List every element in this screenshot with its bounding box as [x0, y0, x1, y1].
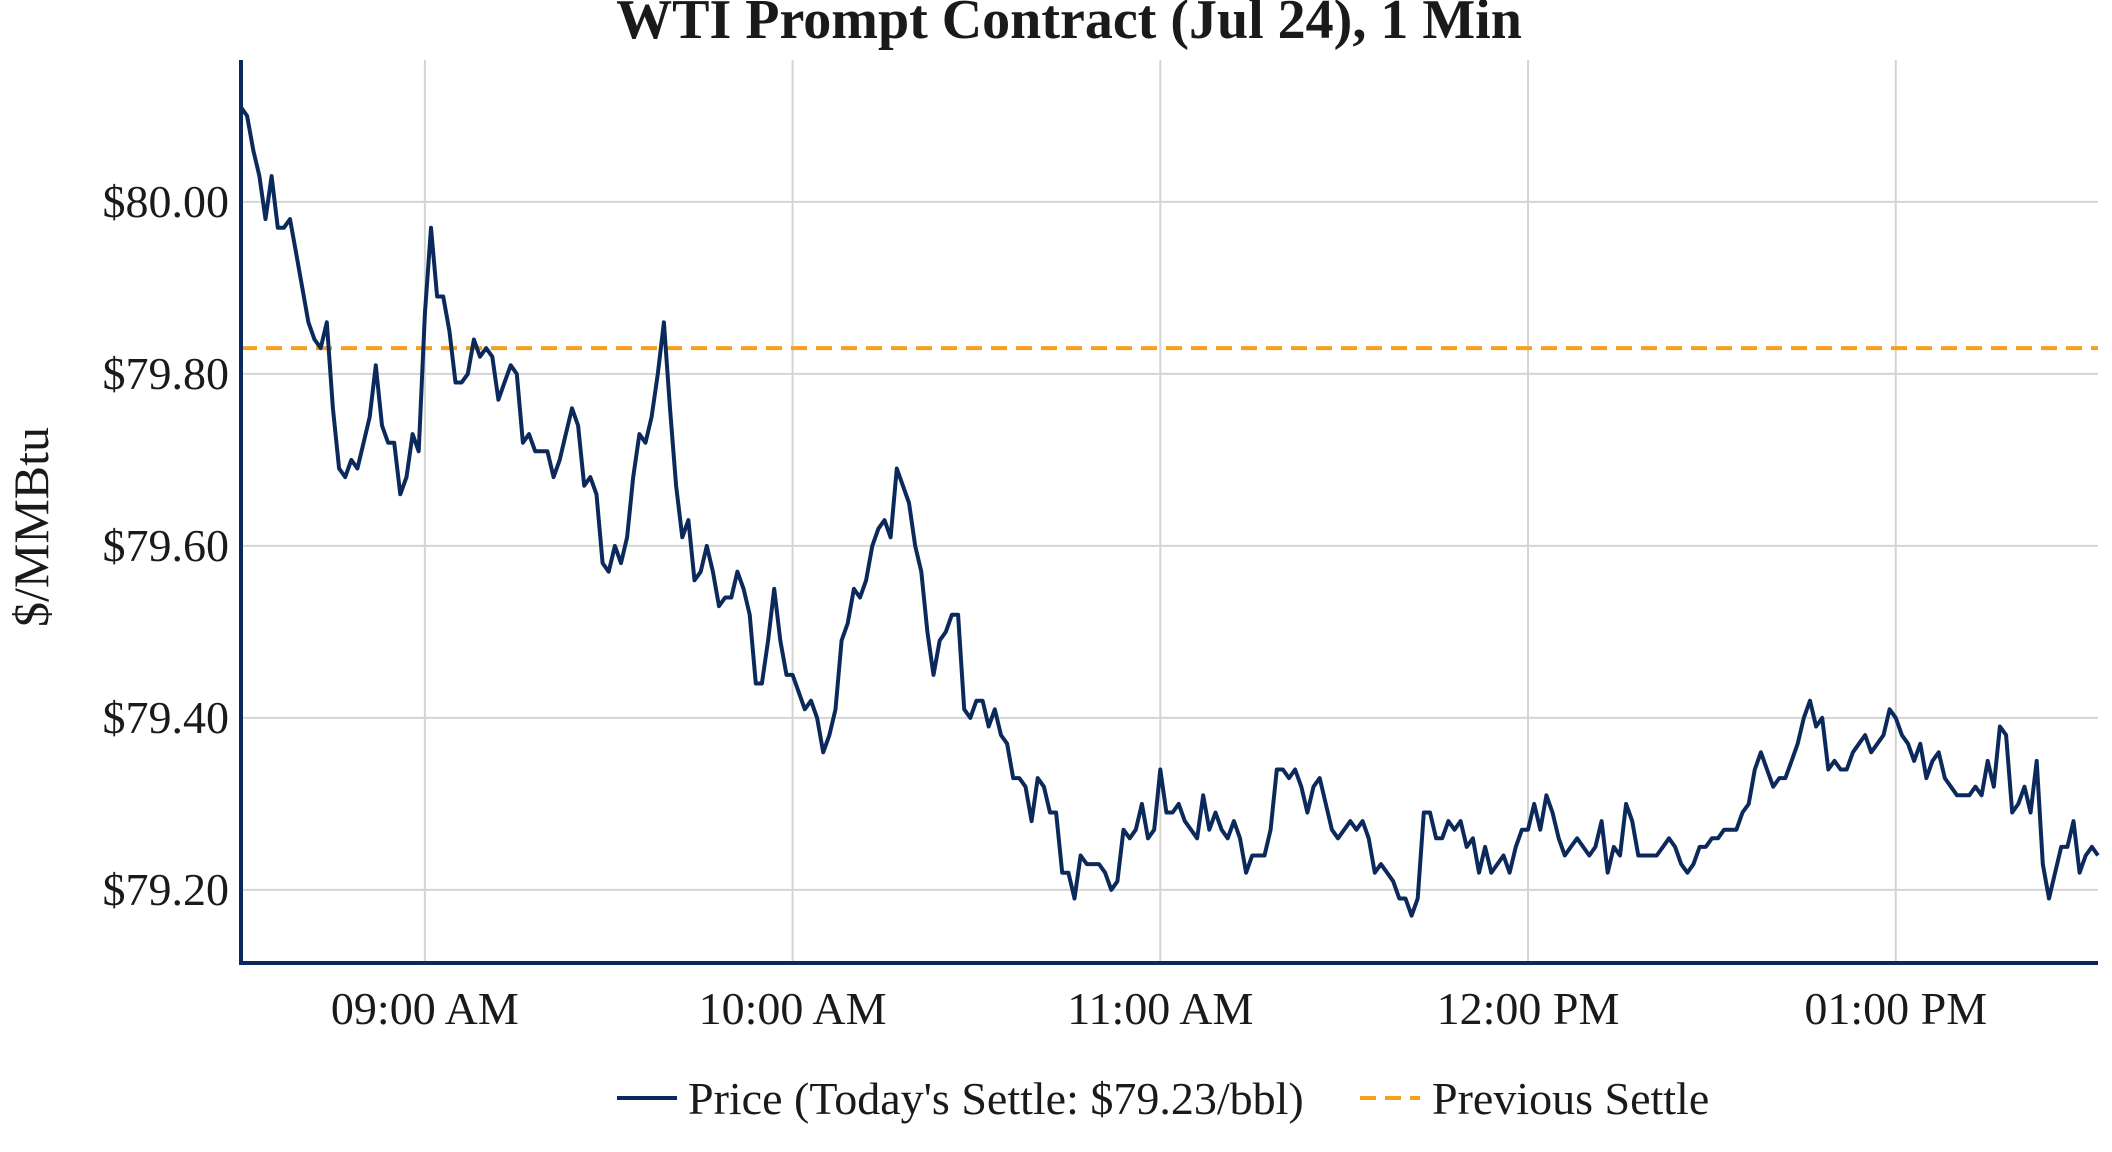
grid-lines [241, 60, 2098, 963]
axes [239, 60, 2098, 965]
price-series-line [239, 106, 2100, 918]
legend-price-label: Price (Today's Settle: $79.23/bbl) [688, 1073, 1304, 1124]
x-tick-label: 09:00 AM [331, 983, 519, 1034]
legend-previous-settle-label: Previous Settle [1432, 1073, 1709, 1124]
chart-title: WTI Prompt Contract (Jul 24), 1 Min [616, 0, 1522, 51]
x-tick-label: 10:00 AM [699, 983, 887, 1034]
y-tick-label: $79.60 [103, 520, 230, 571]
tick-labels: $79.20 $79.40 $79.60 $79.80 $80.00 09:00 AM 10… [103, 176, 1988, 1034]
y-tick-label: $80.00 [103, 176, 230, 227]
y-tick-label: $79.40 [103, 692, 230, 743]
x-tick-label: 11:00 AM [1067, 983, 1253, 1034]
y-tick-label: $79.80 [103, 348, 230, 399]
x-tick-label: 01:00 PM [1804, 983, 1987, 1034]
y-axis-label: $/MMBtu [3, 427, 59, 627]
legend: Price (Today's Settle: $79.23/bbl) Previ… [617, 1073, 1709, 1124]
x-tick-label: 12:00 PM [1437, 983, 1620, 1034]
price-series-layer [239, 106, 2100, 918]
y-tick-label: $79.20 [103, 864, 230, 915]
